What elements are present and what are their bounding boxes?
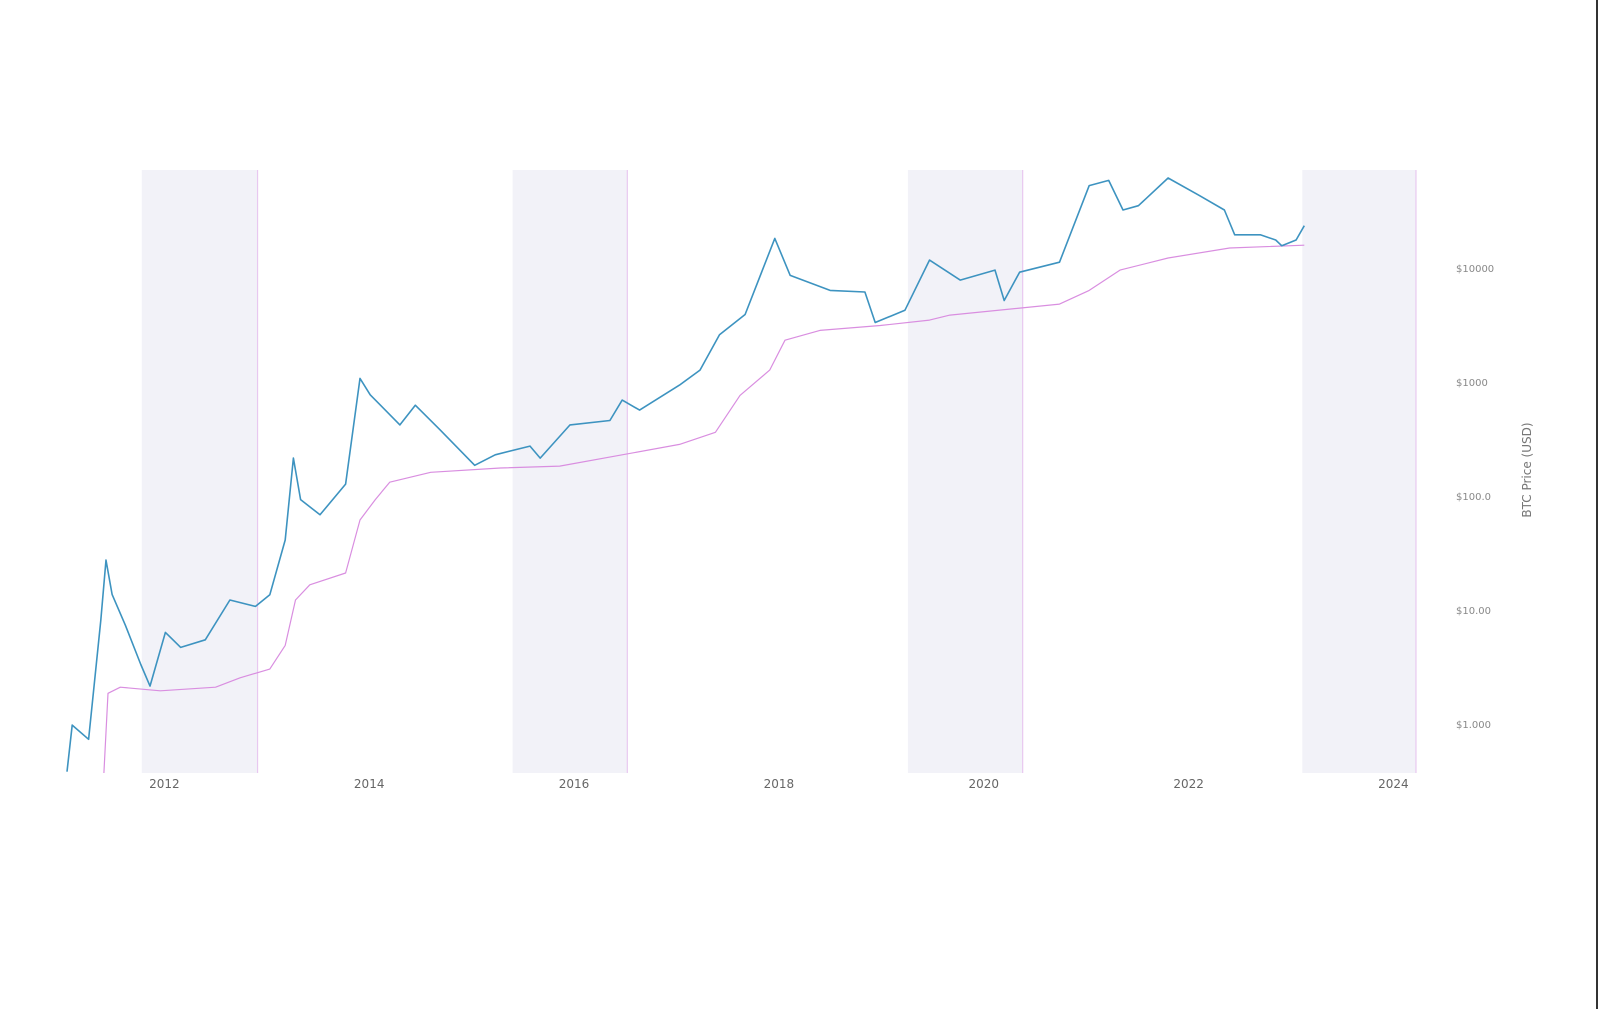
series-lines: [66, 177, 1305, 774]
x-tick-label: 2014: [354, 777, 385, 791]
x-tick-label: 2012: [149, 777, 180, 791]
x-tick-label: 2016: [559, 777, 590, 791]
x-tick-label: 2022: [1173, 777, 1204, 791]
shaded-region: [907, 170, 1023, 773]
price-line: [66, 177, 1305, 772]
window-edge: [1596, 0, 1598, 1009]
shaded-regions: [141, 170, 1417, 773]
y-tick-label: $10.00: [1456, 606, 1491, 617]
y-tick-label: $1.000: [1456, 720, 1491, 731]
shaded-region: [1302, 170, 1416, 773]
shaded-region: [141, 170, 258, 773]
x-tick-label: 2020: [968, 777, 999, 791]
y-tick-label: $10000: [1456, 264, 1494, 275]
y-axis: $10000 $1000 $100.0 $10.00 $1.000: [1456, 264, 1494, 731]
shaded-region: [512, 170, 628, 773]
y-tick-label: $1000: [1456, 378, 1488, 389]
x-tick-label: 2018: [764, 777, 795, 791]
y-axis-title: BTC Price (USD): [1520, 422, 1534, 517]
x-axis: 2012 2014 2016 2018 2020 2022 2024: [149, 777, 1409, 791]
y-tick-label: $100.0: [1456, 492, 1491, 503]
floor-line: [103, 244, 1305, 774]
x-tick-label: 2024: [1378, 777, 1409, 791]
